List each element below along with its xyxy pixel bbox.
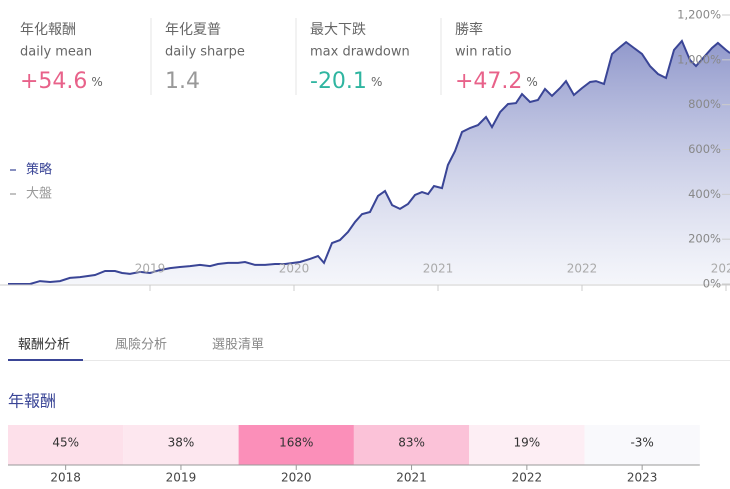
stat-unit: % [91, 75, 102, 89]
stat-sublabel: daily mean [20, 45, 92, 60]
stat-unit: % [526, 75, 537, 89]
tab[interactable]: 報酬分析 [18, 338, 70, 353]
y-tick-label: 1,000% [677, 52, 721, 66]
y-tick-label: 800% [688, 97, 721, 111]
stat-label: 年化報酬 [20, 22, 76, 38]
y-tick-label: 0% [703, 277, 721, 291]
stat-value: -20.1% [310, 69, 382, 94]
year-label: 2021 [396, 471, 427, 485]
legend-entry: 策略 [26, 162, 52, 178]
tab[interactable]: 風險分析 [115, 338, 167, 353]
return-label: 19% [514, 436, 541, 450]
return-label: 83% [398, 436, 425, 450]
return-cell [353, 425, 470, 465]
year-label: 2019 [166, 471, 197, 485]
stat-value: 1.4 [165, 69, 200, 94]
y-tick-label: 600% [688, 142, 721, 156]
year-label: 2023 [627, 471, 658, 485]
tab[interactable]: 選股清單 [212, 338, 264, 353]
stat-number: 1.4 [165, 69, 200, 94]
stat-value: +47.2% [455, 69, 538, 94]
return-label: 38% [168, 436, 195, 450]
y-tick-label: 200% [688, 232, 721, 246]
y-tick-label: 1,200% [677, 8, 721, 22]
stat-number: +54.6 [20, 69, 87, 94]
return-label: -3% [630, 436, 653, 450]
year-label: 2018 [50, 471, 81, 485]
stat-unit: % [371, 75, 382, 89]
return-cell [469, 425, 585, 465]
stat-label: 勝率 [455, 21, 483, 38]
section-title: 年報酬 [8, 392, 56, 411]
stat-sublabel: max drawdown [310, 45, 410, 60]
stat-number: -20.1 [310, 69, 367, 94]
year-label: 2020 [281, 471, 312, 485]
legend-entry: 大盤 [26, 187, 52, 202]
x-tick-label: 2023 [711, 262, 730, 276]
x-tick-label: 2020 [279, 262, 310, 276]
x-tick-label: 2019 [135, 262, 166, 276]
stat-sublabel: win ratio [455, 45, 512, 60]
return-cell [8, 425, 124, 465]
return-label: 45% [52, 436, 79, 450]
stat-label: 年化夏普 [165, 22, 221, 38]
stat-label: 最大下跌 [310, 22, 366, 38]
stat-number: +47.2 [455, 69, 522, 94]
return-cell [238, 425, 354, 465]
stat-value: +54.6% [20, 69, 103, 94]
line [8, 39, 730, 285]
return-cell [584, 425, 700, 465]
year-label: 2022 [512, 471, 543, 485]
return-cell [123, 425, 239, 465]
x-tick-label: 2022 [567, 262, 598, 276]
y-tick-label: 400% [688, 187, 721, 201]
stat-sublabel: daily sharpe [165, 45, 245, 60]
return-label: 168% [279, 436, 313, 450]
x-tick-label: 2021 [423, 262, 454, 276]
area-fill [8, 41, 730, 284]
